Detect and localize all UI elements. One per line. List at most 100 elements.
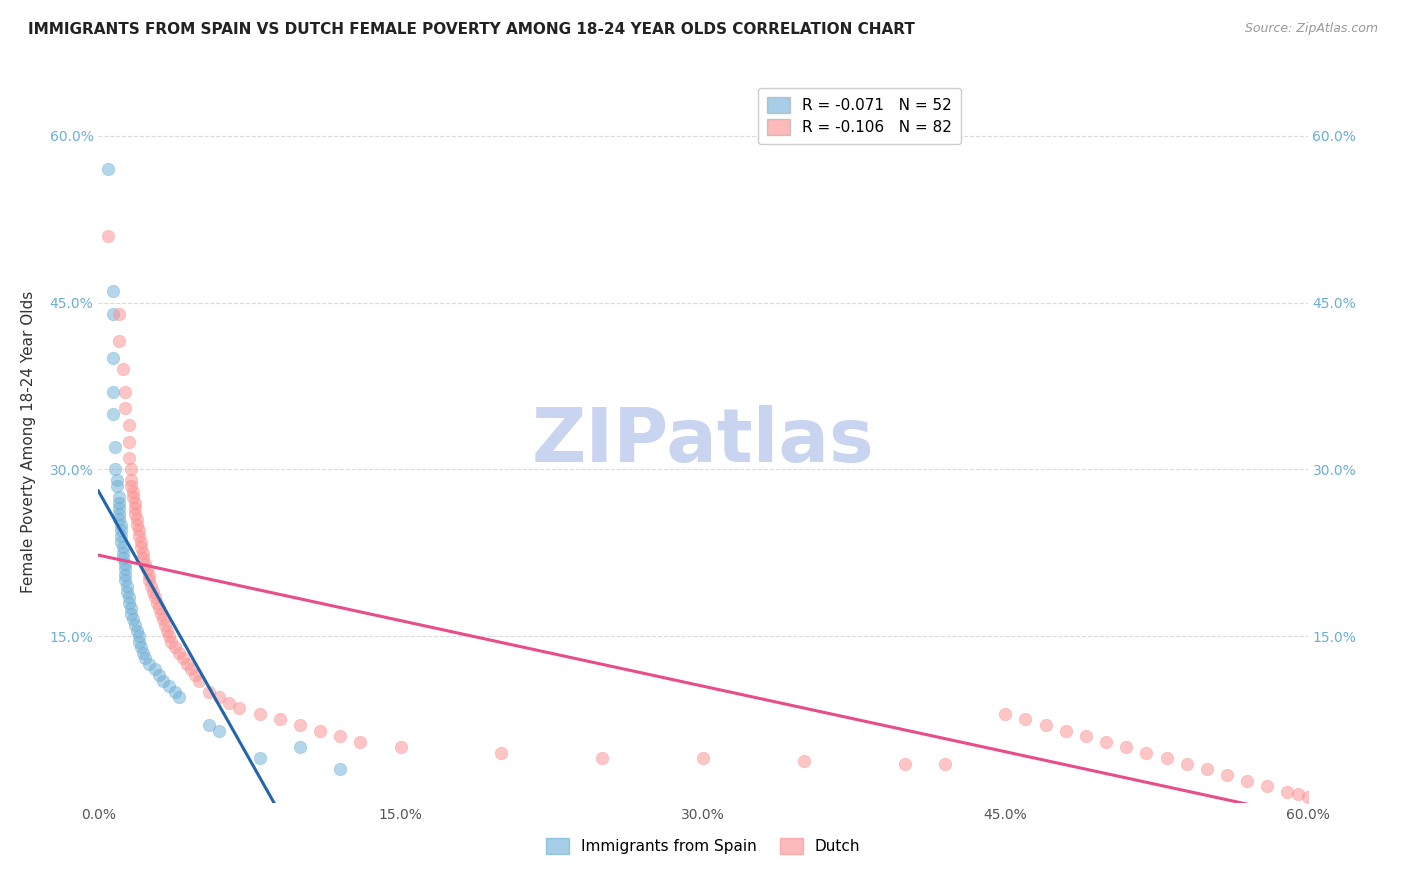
Point — [120, 601, 142, 615]
Point — [349, 734, 371, 748]
Point — [198, 684, 221, 698]
Point — [1277, 785, 1299, 799]
Point — [198, 718, 221, 732]
Point — [934, 756, 956, 771]
Point — [152, 612, 174, 626]
Point — [125, 517, 148, 532]
Point — [114, 568, 136, 582]
Point — [389, 740, 412, 755]
Point — [118, 434, 141, 449]
Point — [125, 624, 148, 638]
Point — [1195, 763, 1218, 777]
Point — [121, 612, 143, 626]
Point — [152, 673, 174, 688]
Point — [148, 668, 170, 682]
Text: ZIPatlas: ZIPatlas — [531, 405, 875, 478]
Point — [105, 479, 128, 493]
Point — [107, 501, 129, 516]
Point — [107, 490, 129, 504]
Point — [132, 551, 155, 566]
Point — [167, 646, 190, 660]
Point — [269, 713, 291, 727]
Point — [121, 484, 143, 499]
Point — [128, 629, 150, 643]
Point — [105, 474, 128, 488]
Point — [129, 540, 152, 554]
Point — [148, 601, 170, 615]
Point — [128, 524, 150, 538]
Point — [1074, 729, 1097, 743]
Point — [156, 624, 179, 638]
Text: IMMIGRANTS FROM SPAIN VS DUTCH FEMALE POVERTY AMONG 18-24 YEAR OLDS CORRELATION : IMMIGRANTS FROM SPAIN VS DUTCH FEMALE PO… — [28, 22, 915, 37]
Point — [114, 557, 136, 571]
Point — [101, 351, 124, 366]
Point — [110, 524, 132, 538]
Point — [107, 307, 129, 321]
Point — [107, 507, 129, 521]
Point — [218, 696, 240, 710]
Point — [163, 640, 186, 655]
Point — [111, 362, 134, 376]
Point — [110, 534, 132, 549]
Point — [591, 751, 613, 765]
Point — [208, 690, 231, 705]
Point — [163, 684, 186, 698]
Point — [138, 657, 160, 671]
Point — [208, 723, 231, 738]
Point — [132, 646, 155, 660]
Point — [114, 562, 136, 576]
Point — [114, 401, 136, 416]
Point — [111, 540, 134, 554]
Point — [1054, 723, 1077, 738]
Point — [893, 756, 915, 771]
Point — [249, 706, 271, 721]
Point — [124, 501, 146, 516]
Point — [249, 751, 271, 765]
Point — [115, 584, 138, 599]
Point — [110, 529, 132, 543]
Y-axis label: Female Poverty Among 18-24 Year Olds: Female Poverty Among 18-24 Year Olds — [21, 291, 35, 592]
Point — [1175, 756, 1198, 771]
Point — [491, 746, 513, 760]
Point — [793, 754, 815, 768]
Point — [103, 440, 125, 454]
Point — [111, 546, 134, 560]
Point — [176, 657, 198, 671]
Point — [114, 574, 136, 588]
Legend: Immigrants from Spain, Dutch: Immigrants from Spain, Dutch — [540, 832, 866, 860]
Point — [120, 479, 142, 493]
Point — [143, 662, 166, 676]
Point — [143, 590, 166, 604]
Point — [172, 651, 194, 665]
Point — [309, 723, 332, 738]
Point — [120, 474, 142, 488]
Point — [142, 584, 165, 599]
Point — [1286, 787, 1309, 801]
Point — [129, 534, 152, 549]
Point — [128, 529, 150, 543]
Point — [1095, 734, 1118, 748]
Point — [97, 228, 120, 243]
Text: Source: ZipAtlas.com: Source: ZipAtlas.com — [1244, 22, 1378, 36]
Point — [1135, 746, 1157, 760]
Point — [125, 512, 148, 526]
Point — [228, 701, 250, 715]
Point — [114, 384, 136, 399]
Point — [118, 590, 141, 604]
Point — [146, 596, 169, 610]
Point — [1014, 713, 1036, 727]
Point — [110, 517, 132, 532]
Point — [139, 579, 162, 593]
Point — [120, 607, 142, 621]
Point — [329, 729, 352, 743]
Point — [124, 496, 146, 510]
Point — [1115, 740, 1137, 755]
Point — [120, 462, 142, 476]
Point — [118, 417, 141, 432]
Point — [138, 574, 160, 588]
Point — [153, 618, 176, 632]
Point — [149, 607, 172, 621]
Point — [692, 751, 714, 765]
Point — [103, 462, 125, 476]
Point — [97, 162, 120, 177]
